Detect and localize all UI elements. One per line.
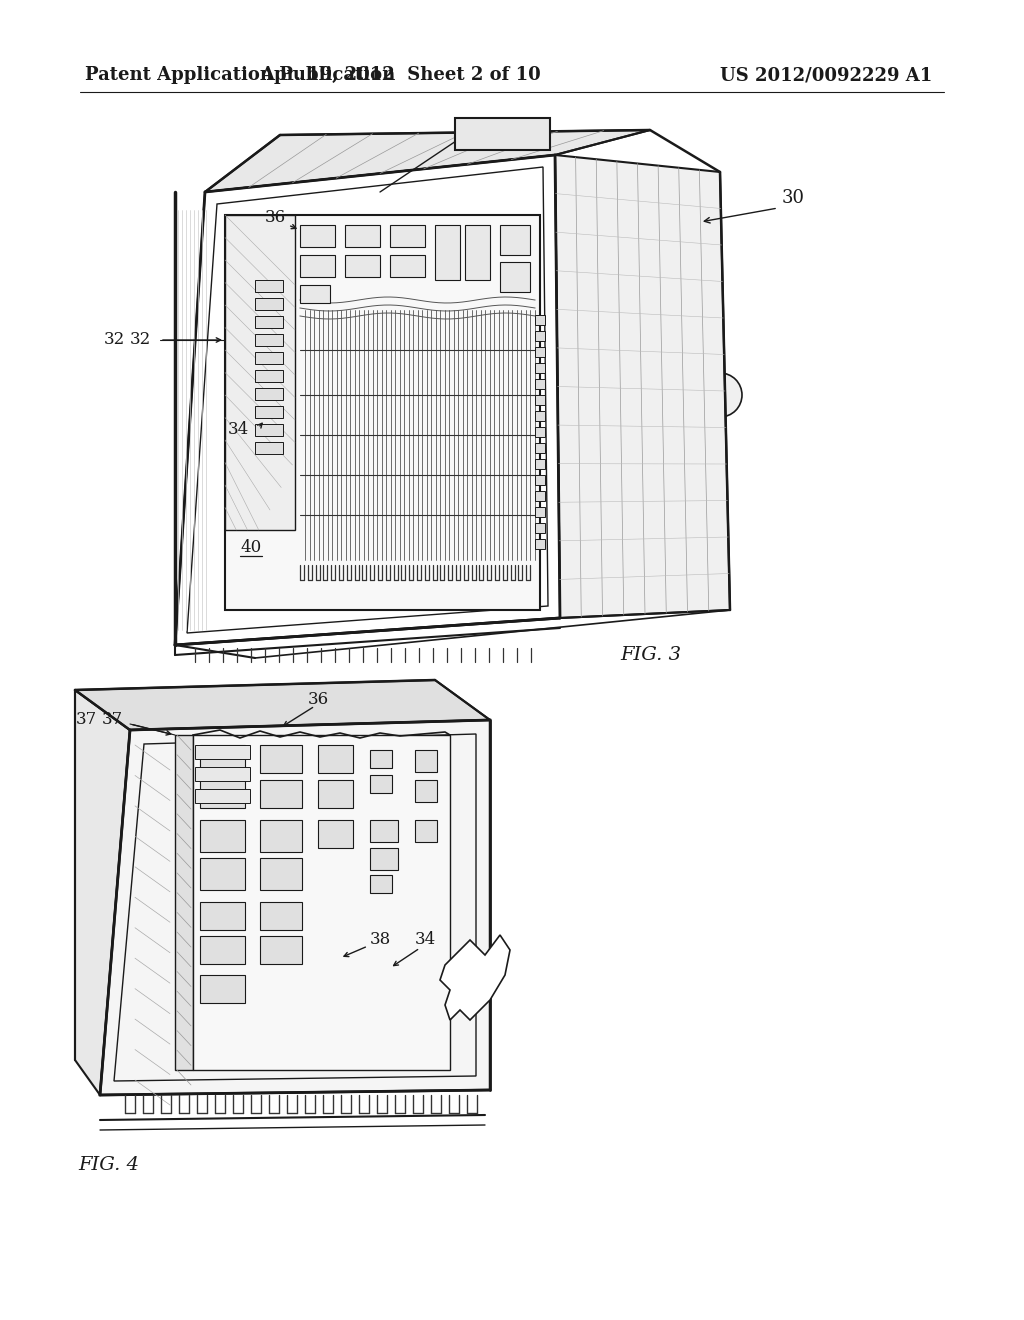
Bar	[200, 975, 245, 1003]
Polygon shape	[555, 154, 730, 618]
Polygon shape	[225, 215, 540, 610]
Bar	[195, 767, 250, 781]
Bar	[535, 363, 545, 374]
Bar	[200, 858, 245, 890]
Text: 38: 38	[370, 932, 391, 949]
Bar	[415, 820, 437, 842]
Bar	[255, 315, 283, 327]
Bar	[370, 820, 398, 842]
Bar	[535, 459, 545, 469]
Bar	[200, 744, 245, 774]
Bar	[318, 780, 353, 808]
Bar	[535, 491, 545, 502]
Bar	[200, 936, 245, 964]
Bar	[260, 744, 302, 774]
Text: 37: 37	[102, 711, 123, 729]
Bar	[535, 331, 545, 341]
Bar	[415, 750, 437, 772]
Bar	[255, 370, 283, 381]
Bar	[370, 750, 392, 768]
Text: 34: 34	[415, 932, 436, 949]
Bar	[260, 902, 302, 931]
Polygon shape	[100, 719, 490, 1096]
Bar	[435, 224, 460, 280]
Bar	[415, 780, 437, 803]
Bar	[535, 507, 545, 517]
Bar	[200, 902, 245, 931]
Bar	[535, 395, 545, 405]
Bar	[255, 424, 283, 436]
Circle shape	[138, 1003, 162, 1027]
Bar	[455, 117, 550, 150]
Bar	[195, 789, 250, 803]
Polygon shape	[225, 215, 295, 531]
Bar	[535, 444, 545, 453]
Bar	[255, 280, 283, 292]
Bar	[255, 352, 283, 364]
Bar	[465, 224, 490, 280]
Bar	[175, 735, 193, 1071]
Bar	[193, 735, 450, 1071]
Bar	[535, 523, 545, 533]
Polygon shape	[440, 935, 510, 1020]
Polygon shape	[205, 129, 650, 191]
Bar	[318, 820, 353, 847]
Bar	[300, 224, 335, 247]
Polygon shape	[75, 690, 130, 1096]
Bar	[345, 224, 380, 247]
Bar	[255, 407, 283, 418]
Circle shape	[412, 873, 428, 888]
Bar	[318, 744, 353, 774]
Bar	[260, 858, 302, 890]
Bar	[345, 255, 380, 277]
Text: Apr. 19, 2012  Sheet 2 of 10: Apr. 19, 2012 Sheet 2 of 10	[260, 66, 541, 84]
Bar	[200, 780, 245, 808]
Polygon shape	[75, 680, 490, 730]
Bar	[370, 775, 392, 793]
Text: 32: 32	[130, 331, 152, 348]
Bar	[255, 298, 283, 310]
Text: US 2012/0092229 A1: US 2012/0092229 A1	[720, 66, 932, 84]
Circle shape	[698, 374, 742, 417]
Bar	[200, 820, 245, 851]
Text: 34: 34	[228, 421, 249, 438]
Bar	[255, 334, 283, 346]
Text: Patent Application Publication: Patent Application Publication	[85, 66, 395, 84]
Bar	[255, 442, 283, 454]
Text: 30: 30	[782, 189, 805, 207]
Bar	[535, 379, 545, 389]
Bar	[500, 261, 530, 292]
Bar	[535, 315, 545, 325]
Bar	[390, 224, 425, 247]
Bar	[370, 875, 392, 894]
Bar	[535, 475, 545, 484]
Bar	[535, 539, 545, 549]
Bar	[300, 285, 330, 304]
Bar	[535, 347, 545, 356]
Text: 37: 37	[76, 711, 97, 729]
Ellipse shape	[413, 132, 552, 194]
Bar	[535, 411, 545, 421]
Bar	[195, 744, 250, 759]
Text: 36: 36	[265, 210, 286, 227]
Polygon shape	[175, 154, 560, 645]
Bar	[500, 224, 530, 255]
Text: FIG. 4: FIG. 4	[78, 1156, 139, 1173]
Bar	[535, 426, 545, 437]
Bar	[370, 847, 398, 870]
Circle shape	[412, 900, 428, 916]
Bar	[260, 936, 302, 964]
Bar	[300, 255, 335, 277]
Bar	[255, 388, 283, 400]
Text: 36: 36	[308, 692, 329, 709]
Text: 32: 32	[103, 331, 125, 348]
Bar	[390, 255, 425, 277]
Circle shape	[138, 799, 162, 822]
Text: FIG. 3: FIG. 3	[620, 645, 681, 664]
Text: 40: 40	[240, 540, 261, 557]
Bar	[260, 780, 302, 808]
Bar	[260, 820, 302, 851]
